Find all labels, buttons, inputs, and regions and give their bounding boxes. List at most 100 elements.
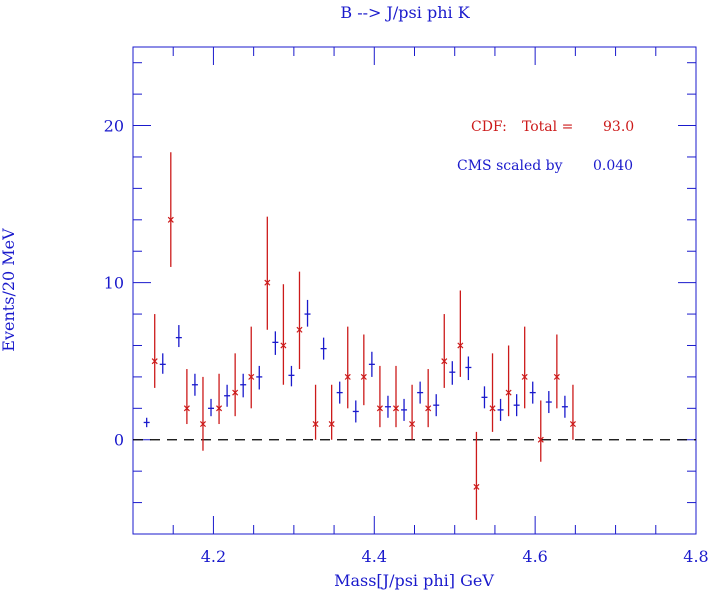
cms-series xyxy=(143,299,568,428)
cms-data-point xyxy=(352,400,359,423)
y-axis-label: Events/20 MeV xyxy=(0,228,18,352)
x-marker xyxy=(425,405,432,412)
x-tick-label: 4.6 xyxy=(522,547,547,566)
cdf-data-point xyxy=(296,271,303,370)
y-tick-label: 10 xyxy=(104,274,124,293)
x-marker xyxy=(199,421,206,428)
cdf-total-label: Total = xyxy=(522,119,573,135)
x-marker xyxy=(328,421,335,428)
x-marker xyxy=(167,216,174,223)
x-marker xyxy=(392,405,400,412)
x-marker xyxy=(553,373,560,380)
cdf-data-point xyxy=(505,345,512,417)
cms-data-point xyxy=(336,381,343,404)
cms-data-point xyxy=(529,381,536,404)
x-marker xyxy=(409,421,416,428)
x-marker xyxy=(489,405,496,412)
cms-data-point xyxy=(272,331,279,355)
cdf-data-point xyxy=(425,369,432,428)
cms-data-point xyxy=(561,395,568,418)
x-marker xyxy=(360,373,367,380)
legend-annotations: CDF: Total = 93.0 CMS scaled by 0.040 xyxy=(457,119,634,174)
x-marker xyxy=(376,405,383,412)
x-marker xyxy=(457,342,464,349)
cdf-data-point xyxy=(441,314,448,388)
x-marker xyxy=(280,342,287,349)
cdf-data-point xyxy=(312,384,319,440)
cdf-data-point xyxy=(457,290,464,377)
cdf-data-point xyxy=(521,326,528,409)
cdf-data-point xyxy=(232,353,239,417)
cdf-data-point xyxy=(537,400,544,462)
cdf-series xyxy=(151,152,576,520)
cms-label: CMS scaled by xyxy=(457,158,563,174)
x-axis-label: Mass[J/psi phi] GeV xyxy=(334,571,494,590)
x-marker xyxy=(264,279,271,286)
cms-data-point xyxy=(304,299,311,327)
cdf-data-point xyxy=(328,384,335,440)
cdf-data-point xyxy=(280,284,287,385)
cms-data-point xyxy=(481,386,488,409)
x-marker xyxy=(344,373,351,380)
x-tick-label: 4.8 xyxy=(683,547,708,566)
cms-data-point xyxy=(401,398,408,421)
x-marker xyxy=(441,358,448,365)
cms-data-point xyxy=(191,373,198,396)
cms-data-point xyxy=(449,361,456,385)
cdf-data-point xyxy=(344,326,351,409)
cms-data-point xyxy=(208,398,215,417)
cms-data-point xyxy=(384,395,391,418)
x-marker xyxy=(151,358,158,365)
x-marker xyxy=(473,483,480,490)
cms-data-point xyxy=(256,365,263,390)
x-marker xyxy=(521,373,528,380)
cms-data-point xyxy=(368,351,375,377)
cms-data-point xyxy=(433,394,440,417)
x-tick-label: 4.4 xyxy=(362,547,387,566)
x-marker xyxy=(296,326,303,333)
cdf-data-point xyxy=(199,376,206,451)
cms-data-point xyxy=(240,373,247,398)
cdf-data-point xyxy=(489,353,496,432)
cms-data-point xyxy=(417,381,424,404)
cdf-total-value: 93.0 xyxy=(603,119,634,135)
x-marker xyxy=(216,405,223,412)
y-tick-label: 20 xyxy=(104,117,124,136)
cms-data-point xyxy=(465,356,472,381)
cms-data-point xyxy=(143,417,150,428)
cdf-label: CDF: xyxy=(471,119,507,135)
cms-data-point xyxy=(497,398,504,421)
cdf-data-point xyxy=(264,216,271,330)
cdf-data-point xyxy=(151,314,158,388)
cms-scale-value: 0.040 xyxy=(593,158,633,174)
x-marker xyxy=(537,436,544,443)
y-tick-label: 0 xyxy=(114,431,124,450)
cdf-data-point xyxy=(376,365,383,428)
cdf-data-point xyxy=(553,334,560,409)
cms-data-point xyxy=(513,394,520,417)
x-marker xyxy=(183,405,190,412)
cdf-data-point xyxy=(409,384,416,440)
cms-data-point xyxy=(320,337,327,360)
x-marker xyxy=(569,421,576,428)
cdf-data-point xyxy=(167,152,174,267)
x-tick-label: 4.2 xyxy=(201,547,226,566)
cdf-data-point xyxy=(248,326,255,409)
cdf-data-point xyxy=(473,431,480,520)
chart-title: B --> J/psi phi K xyxy=(340,3,470,22)
cms-data-point xyxy=(224,384,231,407)
x-marker xyxy=(312,421,319,428)
cms-data-point xyxy=(288,365,295,387)
cdf-data-point xyxy=(216,373,223,425)
cms-data-point xyxy=(545,391,552,414)
cms-data-point xyxy=(159,353,166,374)
cdf-data-point xyxy=(392,365,400,428)
cms-data-point xyxy=(175,325,182,348)
x-marker xyxy=(232,389,239,396)
x-marker xyxy=(248,373,255,380)
cdf-data-point xyxy=(360,334,367,406)
cdf-data-point xyxy=(569,384,576,440)
tick-labels: 4.2 4.4 4.6 4.8 0 10 20 xyxy=(104,117,709,566)
cdf-data-point xyxy=(183,369,190,425)
